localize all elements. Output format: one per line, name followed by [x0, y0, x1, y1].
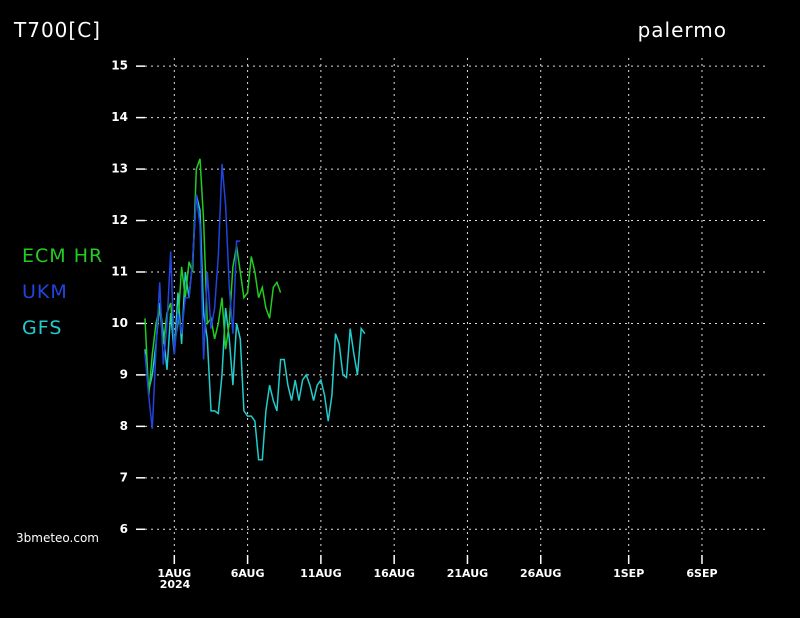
y-tick-label: 6 — [120, 522, 128, 536]
x-tick-label: 26AUG — [520, 567, 561, 580]
legend-entry: ECM HR — [22, 245, 103, 267]
source: 3bmeteo.com — [16, 531, 99, 545]
y-tick-label: 12 — [111, 213, 128, 227]
y-tick-label: 13 — [111, 162, 128, 176]
y-tick-label: 11 — [111, 264, 128, 278]
y-tick-label: 10 — [111, 316, 128, 330]
legend-entry: GFS — [22, 317, 62, 339]
series-line — [144, 194, 366, 461]
y-tick-label: 7 — [120, 470, 128, 484]
year-label: 2024 — [160, 578, 191, 591]
x-tick-label: 6AUG — [231, 567, 265, 580]
y-tick-label: 8 — [120, 419, 128, 433]
x-tick-label: 1SEP — [613, 567, 644, 580]
series-line — [144, 163, 241, 429]
y-tick-label: 15 — [111, 59, 128, 73]
chart-title: T700[C] — [13, 18, 101, 42]
x-tick-label: 16AUG — [373, 567, 414, 580]
x-tick-label: 21AUG — [447, 567, 488, 580]
x-tick-label: 1AUG — [157, 567, 191, 580]
y-tick-label: 14 — [111, 110, 128, 124]
x-tick-label: 11AUG — [300, 567, 341, 580]
y-tick-label: 9 — [120, 367, 128, 381]
legend-entry: UKM — [22, 281, 68, 303]
x-tick-label: 6SEP — [686, 567, 717, 580]
location: palermo — [638, 18, 727, 42]
